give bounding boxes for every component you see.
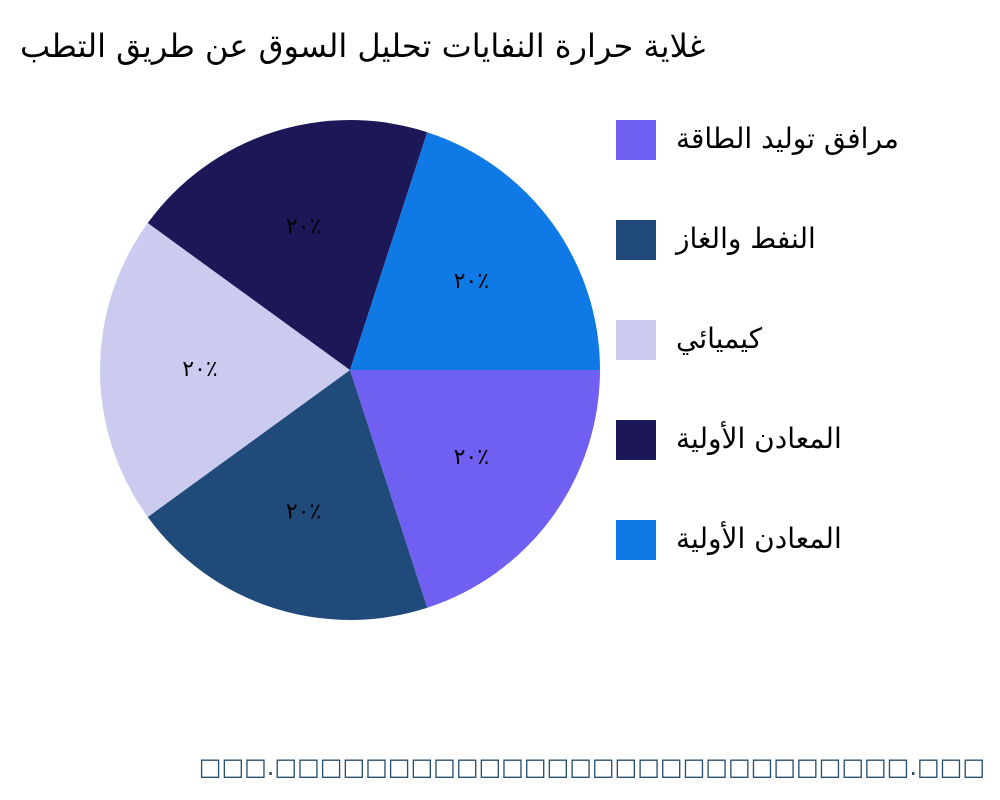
value-label: ٢٠٪ — [286, 214, 321, 239]
legend-label: النفط والغاز — [674, 222, 816, 255]
legend-swatch — [616, 320, 656, 360]
value-label: ٢٠٪ — [454, 269, 489, 294]
legend-label: مرافق توليد الطاقة — [676, 122, 899, 155]
value-label: ٢٠٪ — [454, 445, 489, 470]
footer: □□□.□□□□□□□□□□□□□□□□□□□□□□□□□□□□.□□□ — [199, 753, 985, 781]
pie-slice — [147, 370, 428, 620]
pie-slice — [350, 132, 600, 370]
chart-title: غلاية حرارة النفايات تحليل السوق عن طريق… — [20, 27, 705, 65]
legend-label: المعادن الأولية — [676, 520, 842, 555]
value-label: ٢٠٪ — [182, 357, 217, 382]
value-label: ٢٠٪ — [286, 500, 321, 525]
legend-label: كيميائي — [676, 322, 763, 355]
pie-slice — [350, 370, 600, 608]
legend-swatch — [616, 520, 656, 560]
legend-swatch — [616, 420, 656, 460]
pie-slice — [147, 120, 428, 370]
legend-swatch — [616, 220, 656, 260]
pie-slice — [100, 223, 350, 517]
legend-label: المعادن الأولية — [676, 420, 842, 455]
legend-swatch — [616, 120, 656, 160]
